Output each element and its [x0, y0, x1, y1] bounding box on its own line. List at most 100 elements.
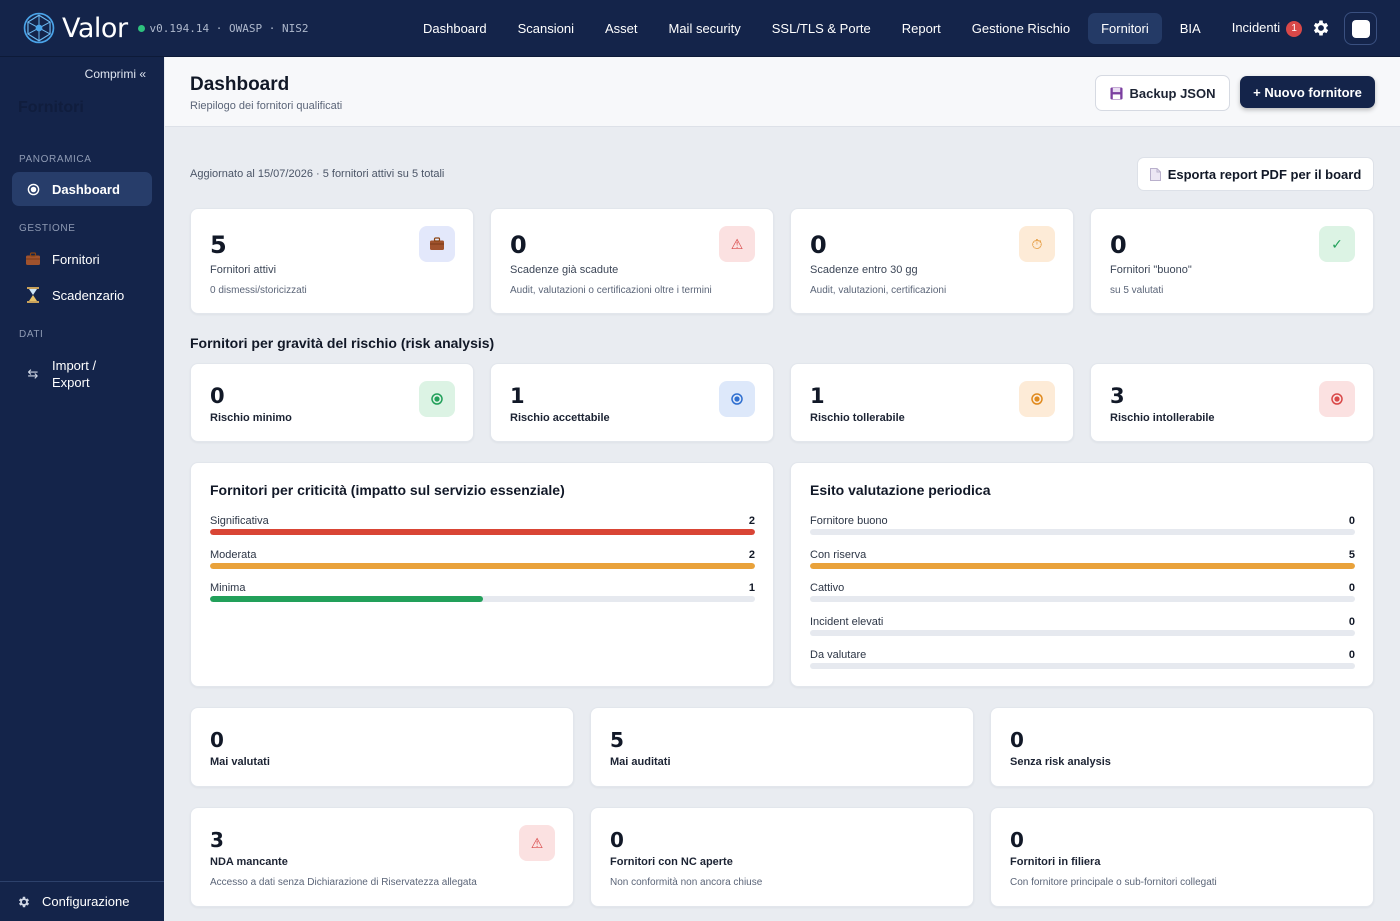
- sidebar-item-fornitori[interactable]: Fornitori: [12, 242, 152, 276]
- risk-value: 1: [810, 384, 825, 408]
- risk-label: Rischio intollerabile: [1110, 412, 1215, 424]
- evaluation-bar-track: [810, 663, 1355, 669]
- nav-gestione-rischio[interactable]: Gestione Rischio: [971, 21, 1071, 36]
- status-dot: [137, 24, 145, 32]
- evaluation-bar-row: Fornitore buono 0: [810, 515, 1355, 535]
- criticality-bar-track: [210, 562, 755, 569]
- criticality-bar-value: 2: [748, 515, 755, 527]
- kpi-card-active[interactable]: 5 Fornitori attivi 0 dismessi/storicizza…: [190, 208, 474, 314]
- sidebar-configurazione[interactable]: Configurazione: [0, 881, 164, 921]
- criticality-bar-row: Minima 1: [210, 582, 755, 602]
- stat-label: Fornitori in filiera: [1010, 856, 1101, 868]
- kpi-card-expired[interactable]: 0 Scadenze già scadute Audit, valutazion…: [490, 208, 774, 314]
- stat-card-supply-chain[interactable]: 0 Fornitori in filiera Con fornitore pri…: [990, 807, 1374, 907]
- nav-asset[interactable]: Asset: [604, 21, 638, 36]
- risk-card-intollerabile[interactable]: 3 Rischio intollerabile: [1090, 363, 1374, 442]
- criticality-bar-track: [210, 529, 755, 535]
- criticality-title: Fornitori per criticità (impatto sul ser…: [210, 482, 565, 498]
- stat-sub: Con fornitore principale o sub-fornitori…: [1010, 877, 1217, 888]
- criticality-bar-label: Significativa: [210, 515, 269, 527]
- nav-bia[interactable]: BIA: [1179, 21, 1201, 36]
- swap-arrows-icon: ⇆: [27, 366, 39, 381]
- risk-card-minimo[interactable]: 0 Rischio minimo: [190, 363, 474, 442]
- version-label: v0.194.14 · OWASP · NIS2: [137, 21, 309, 35]
- main-nav: Dashboard Scansioni Asset Mail security …: [410, 0, 1320, 57]
- evaluation-bar-label: Con riserva: [810, 548, 867, 561]
- nav-incidenti-label: Incidenti: [1231, 20, 1281, 35]
- nav-incidenti[interactable]: Incidenti 1: [1219, 12, 1315, 45]
- hourglass-icon: [25, 287, 41, 303]
- criticality-bar-label: Minima: [210, 582, 246, 594]
- risk-card-accettabile[interactable]: 1 Rischio accettabile: [490, 363, 774, 442]
- evaluation-bar-value: 0: [1348, 515, 1355, 527]
- timer-icon: ⏱: [1019, 226, 1055, 262]
- stat-card-open-nc[interactable]: 0 Fornitori con NC aperte Non conformità…: [590, 807, 974, 907]
- evaluation-bar-row: Cattivo 0: [810, 582, 1355, 602]
- page-header: Dashboard Riepilogo dei fornitori qualif…: [165, 57, 1400, 127]
- criticality-bar-label: Moderata: [210, 548, 257, 561]
- stat-sub: Accesso a dati senza Dichiarazione di Ri…: [210, 877, 477, 888]
- risk-section-title: Fornitori per gravità del rischio (risk …: [190, 335, 495, 351]
- configurazione-label: Configurazione: [42, 894, 130, 909]
- risk-value: 0: [210, 384, 225, 408]
- evaluation-bar-fill: [810, 562, 1355, 569]
- incidents-badge: 1: [1286, 21, 1303, 37]
- user-menu-button[interactable]: [1344, 12, 1377, 45]
- export-pdf-button[interactable]: Esporta report PDF per il board: [1137, 157, 1374, 191]
- sidebar-item-label: Import / Export: [52, 358, 97, 390]
- risk-card-tollerabile[interactable]: 1 Rischio tollerabile: [790, 363, 1074, 442]
- kpi-value: 0: [1110, 231, 1127, 259]
- sidebar-item-scadenzario[interactable]: Scadenzario: [12, 278, 152, 312]
- avatar: [1351, 19, 1370, 38]
- nav-ssl-tls[interactable]: SSL/TLS & Porte: [771, 21, 871, 36]
- stat-value: 3: [210, 828, 224, 852]
- stat-card-no-risk-analysis[interactable]: 0 Senza risk analysis: [990, 707, 1374, 787]
- collapse-sidebar-button[interactable]: Comprimi «: [84, 67, 146, 81]
- export-pdf-label: Esporta report PDF per il board: [1167, 166, 1362, 182]
- evaluation-bar-track: [810, 562, 1355, 569]
- sidebar-title: Fornitori: [18, 99, 84, 116]
- nav-dashboard[interactable]: Dashboard: [423, 21, 487, 36]
- version-text: v0.194.14 · OWASP · NIS2: [149, 21, 309, 35]
- kpi-value: 0: [810, 231, 827, 259]
- stat-label: Fornitori con NC aperte: [610, 856, 733, 868]
- kpi-card-good[interactable]: 0 Fornitori "buono" su 5 valutati ✓: [1090, 208, 1374, 314]
- evaluation-bar-value: 0: [1348, 615, 1355, 628]
- nav-report[interactable]: Report: [901, 21, 941, 36]
- nav-fornitori[interactable]: Fornitori: [1088, 13, 1162, 44]
- warning-icon: ⚠: [519, 825, 555, 861]
- criticality-bar-fill: [210, 562, 755, 569]
- sidebar-item-dashboard[interactable]: Dashboard: [12, 172, 152, 206]
- evaluation-bar-label: Fornitore buono: [810, 515, 888, 527]
- target-icon: [419, 381, 455, 417]
- kpi-value: 5: [210, 231, 227, 259]
- stat-card-nda-missing[interactable]: 3 NDA mancante Accesso a dati senza Dich…: [190, 807, 574, 907]
- stat-card-never-audited[interactable]: 5 Mai auditati: [590, 707, 974, 787]
- section-dati: DATI: [19, 329, 44, 340]
- brand[interactable]: Valor v0.194.14 · OWASP · NIS2: [22, 11, 309, 45]
- updated-status: Aggiornato al 15/07/2026 · 5 fornitori a…: [190, 168, 445, 180]
- nav-mail-security[interactable]: Mail security: [668, 21, 741, 36]
- new-supplier-button[interactable]: + Nuovo fornitore: [1240, 76, 1375, 108]
- criticality-bar-fill: [210, 529, 755, 535]
- backup-json-label: Backup JSON: [1129, 85, 1216, 101]
- evaluation-bar-value: 0: [1348, 582, 1355, 594]
- nav-scansioni[interactable]: Scansioni: [517, 21, 574, 36]
- sidebar-item-import-export[interactable]: ⇆ Import / Export: [12, 352, 152, 396]
- evaluation-bar-value: 0: [1348, 649, 1355, 661]
- backup-json-button[interactable]: Backup JSON: [1095, 75, 1230, 111]
- top-bar: Valor v0.194.14 · OWASP · NIS2 Dashboard…: [0, 0, 1400, 57]
- document-icon: [1149, 167, 1161, 181]
- target-icon: [1019, 381, 1055, 417]
- sidebar-item-label: Scadenzario: [52, 287, 125, 303]
- gear-icon[interactable]: [1311, 18, 1331, 38]
- kpi-label: Fornitori attivi: [210, 264, 277, 276]
- evaluation-bar-label: Incident elevati: [810, 615, 884, 628]
- criticality-bar-row: Significativa 2: [210, 515, 755, 535]
- kpi-card-due-30[interactable]: 0 Scadenze entro 30 gg Audit, valutazion…: [790, 208, 1074, 314]
- stat-card-never-evaluated[interactable]: 0 Mai valutati: [190, 707, 574, 787]
- kpi-sub: Audit, valutazioni, certificazioni: [810, 285, 947, 296]
- evaluation-bar-track: [810, 629, 1355, 636]
- briefcase-icon: [25, 252, 41, 266]
- target-icon: [719, 381, 755, 417]
